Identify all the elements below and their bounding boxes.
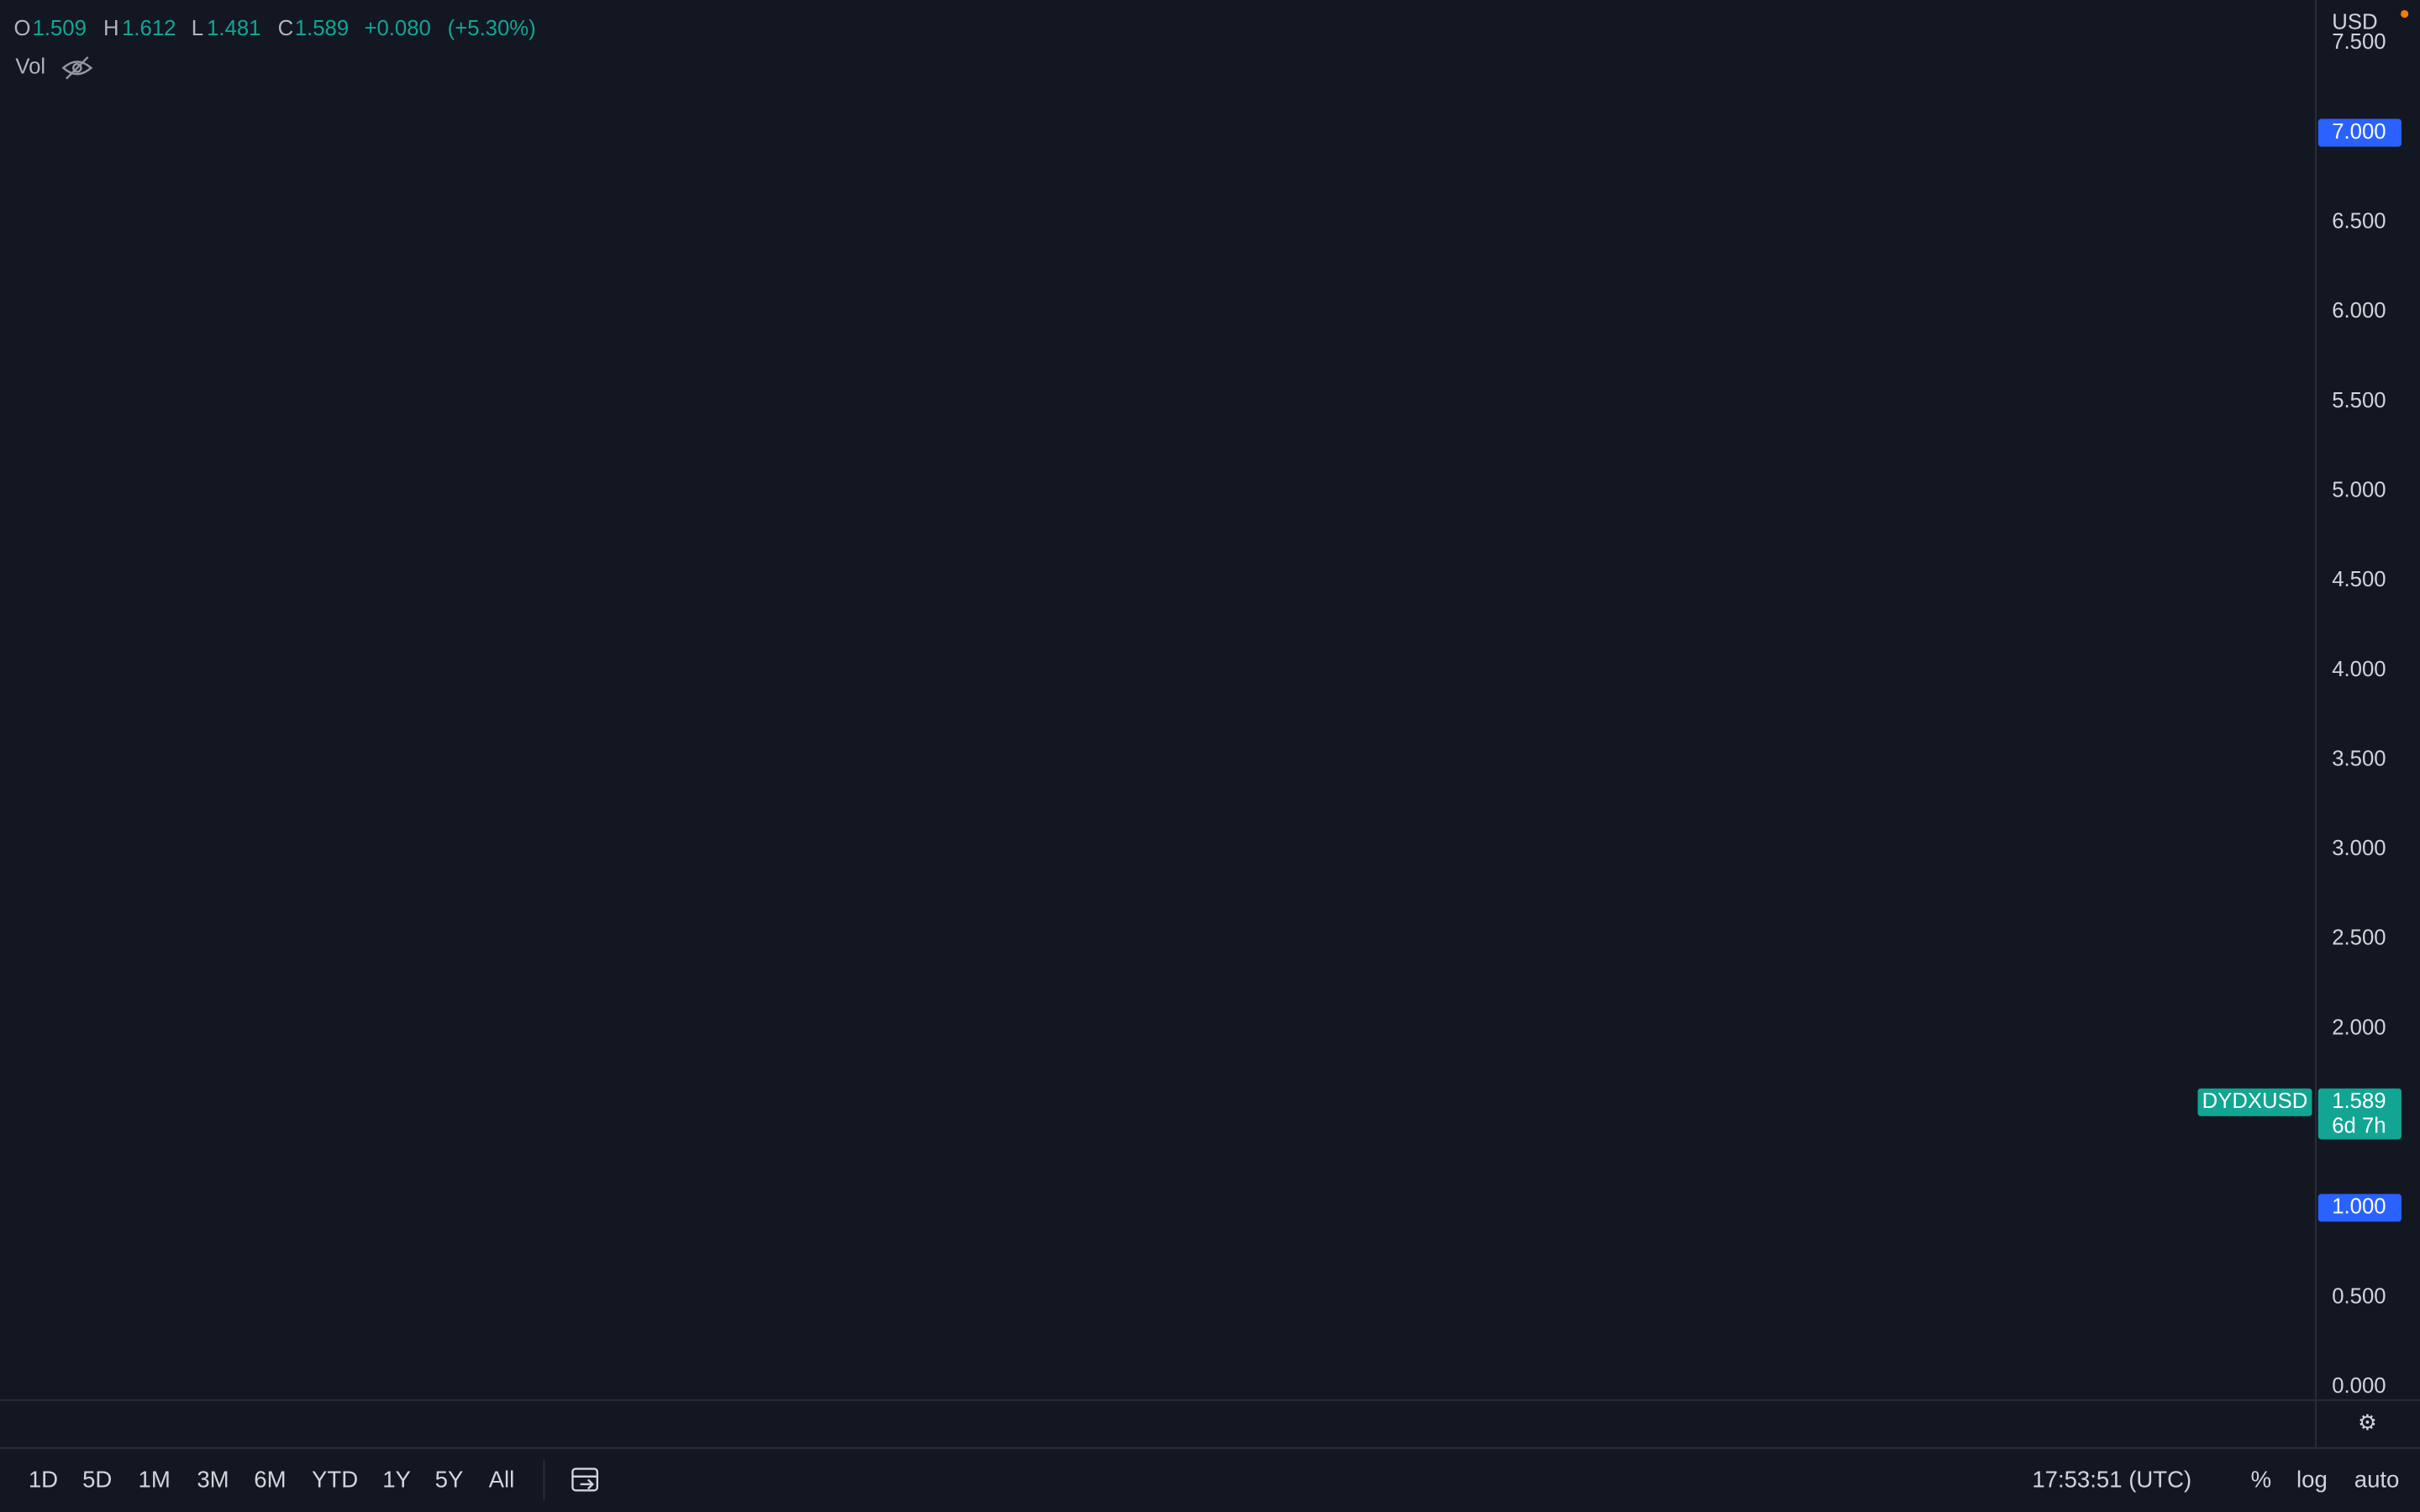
- y-tick-label: 7.500: [2332, 30, 2386, 54]
- range-button[interactable]: 6M: [254, 1467, 286, 1493]
- y-tick-label: 5.500: [2332, 389, 2386, 412]
- percent-toggle[interactable]: %: [2251, 1467, 2272, 1493]
- legend-change: +0.080: [364, 17, 430, 40]
- price-label: 1.000: [2332, 1195, 2386, 1219]
- y-tick-label: 3.000: [2332, 837, 2386, 860]
- range-button[interactable]: 1M: [139, 1467, 171, 1493]
- y-tick-label: 4.000: [2332, 658, 2386, 681]
- y-tick-label: 6.500: [2332, 210, 2386, 234]
- price-axis: 0.0000.5001.0001.5002.0002.5003.0003.500…: [2317, 30, 2402, 1398]
- legend-key: H: [103, 17, 119, 40]
- legend-value: 1.589: [295, 17, 349, 40]
- ohlc-legend: O 1.509 H 1.612 L 1.481 C 1.589 +0.080 (+5.30…: [14, 17, 536, 40]
- symbol-label-bg: [2197, 1088, 2312, 1116]
- settings-icon[interactable]: ⚙: [2358, 1411, 2377, 1435]
- clock[interactable]: 17:53:51 (UTC): [2032, 1467, 2191, 1493]
- symbol-label: DYDXUSD: [2202, 1089, 2308, 1113]
- range-button[interactable]: 3M: [197, 1467, 229, 1493]
- y-tick-label: 4.500: [2332, 568, 2386, 591]
- price-label-bg: [2317, 118, 2402, 147]
- range-button[interactable]: 5Y: [435, 1467, 464, 1493]
- y-tick-label: 2.000: [2332, 1016, 2386, 1039]
- legend-key: C: [278, 17, 294, 40]
- last-price-bg: [2317, 1088, 2402, 1140]
- legend-value: 1.509: [33, 17, 87, 40]
- last-price-label: 1.589: [2332, 1089, 2386, 1113]
- y-tick-label: 0.500: [2332, 1284, 2386, 1308]
- bottom-toolbar: 1D 5D 1M 3M 6M YTD 1Y 5Y All 17:53:51 (UTC)% log au…: [29, 1467, 2400, 1493]
- status-dot: [2401, 9, 2409, 18]
- y-tick-label: 5.000: [2332, 478, 2386, 501]
- y-tick-label: 6.000: [2332, 299, 2386, 323]
- legend-value: 1.481: [207, 17, 260, 40]
- log-toggle[interactable]: log: [2296, 1467, 2328, 1493]
- y-tick-label: 2.500: [2332, 927, 2386, 950]
- legend-key: O: [14, 17, 31, 40]
- volume-label[interactable]: Vol: [15, 55, 45, 79]
- price-label-bg: [2317, 1194, 2402, 1222]
- date-range-icon[interactable]: [571, 1467, 599, 1492]
- countdown-label: 6d 7h: [2332, 1114, 2386, 1137]
- price-label: 7.000: [2332, 120, 2386, 144]
- range-button[interactable]: YTD: [312, 1467, 358, 1493]
- range-button[interactable]: All: [489, 1467, 515, 1493]
- range-button[interactable]: 5D: [82, 1467, 112, 1493]
- legend-key: L: [192, 17, 203, 40]
- y-tick-label: 0.000: [2332, 1374, 2386, 1398]
- legend-value: 1.612: [122, 17, 176, 40]
- hide-icon[interactable]: [61, 56, 93, 80]
- legend-change-pct: (+5.30%): [448, 17, 536, 40]
- range-button[interactable]: 1Y: [382, 1467, 411, 1493]
- range-button[interactable]: 1D: [29, 1467, 58, 1493]
- currency[interactable]: USD: [2332, 10, 2377, 34]
- auto-toggle[interactable]: auto: [2354, 1467, 2400, 1493]
- y-tick-label: 3.500: [2332, 747, 2386, 770]
